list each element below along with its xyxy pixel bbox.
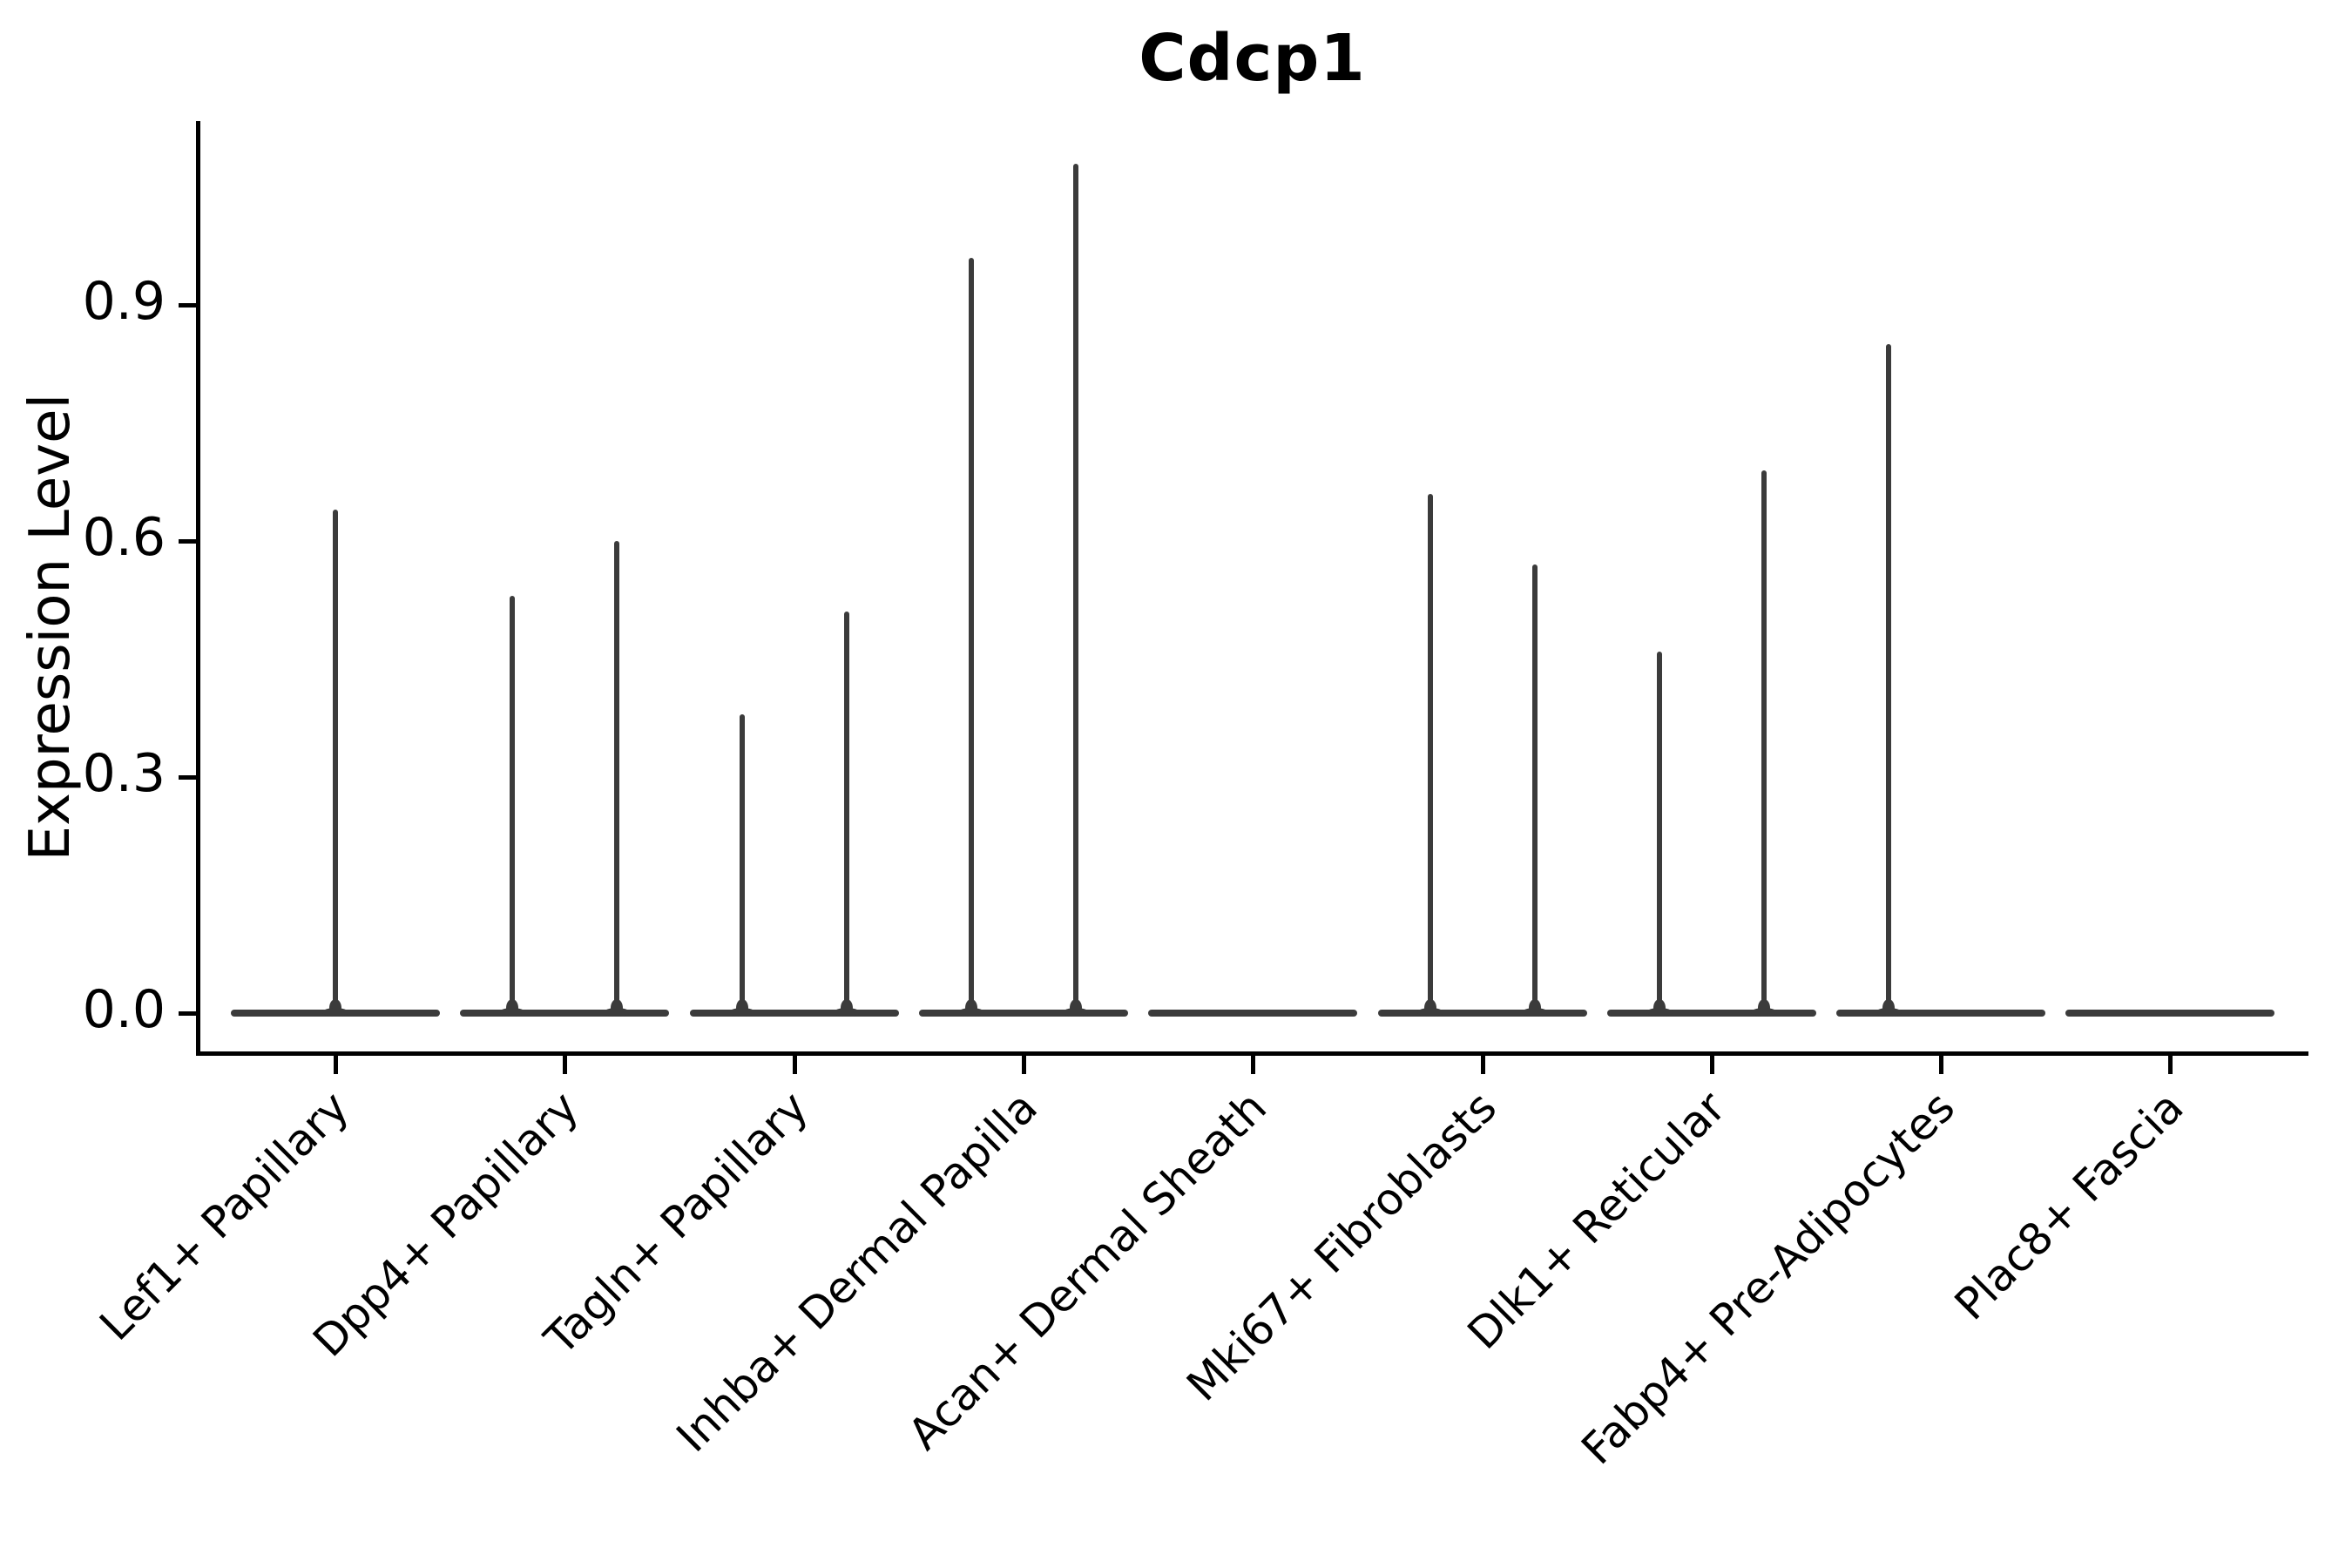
violin-base <box>1148 1010 1357 1017</box>
x-tick-label-text: Lef1+ Papillary <box>90 1081 359 1350</box>
violin-base <box>460 1010 669 1017</box>
y-tick-label: 0.0 <box>82 979 166 1040</box>
y-axis-spine <box>196 121 200 1056</box>
x-tick-mark <box>2168 1056 2173 1074</box>
x-tick-mark <box>1939 1056 1943 1074</box>
violin-spike <box>1073 164 1078 1016</box>
violin-spike <box>1657 652 1662 1016</box>
violin-base <box>919 1010 1128 1017</box>
x-tick-mark <box>1022 1056 1026 1074</box>
y-tick-mark <box>179 303 198 308</box>
violin-base <box>1378 1010 1587 1017</box>
violin-base <box>2065 1010 2274 1017</box>
x-axis-spine <box>196 1051 2308 1056</box>
x-tick-mark <box>793 1056 797 1074</box>
plot-title: Cdcp1 <box>1139 21 1366 96</box>
y-tick-label: 0.9 <box>82 271 166 332</box>
violin-spike <box>740 714 745 1016</box>
violin-spike <box>1886 344 1891 1016</box>
violin-spike <box>510 596 515 1016</box>
x-tick-mark <box>1481 1056 1485 1074</box>
violin-spike <box>1532 564 1538 1016</box>
violin-spike <box>614 541 619 1016</box>
violin-spike <box>1428 494 1433 1016</box>
violin-base <box>690 1010 899 1017</box>
violin-spike <box>844 612 849 1016</box>
x-tick-mark <box>334 1056 338 1074</box>
y-tick-label: 0.6 <box>82 507 166 568</box>
y-tick-label: 0.3 <box>82 743 166 804</box>
x-tick-label-text: Plac8+ Fascia <box>1945 1081 2193 1330</box>
y-tick-mark <box>179 775 198 780</box>
x-tick-mark <box>563 1056 567 1074</box>
y-tick-mark <box>179 1011 198 1016</box>
x-tick-mark <box>1710 1056 1714 1074</box>
x-tick-label-text: Fabp4+ Pre-Adipocytes <box>1571 1081 1964 1475</box>
violin-spike <box>333 510 338 1016</box>
y-tick-mark <box>179 539 198 544</box>
violin-base <box>1836 1010 2045 1017</box>
violin-spike <box>969 258 974 1016</box>
violin-base <box>1607 1010 1816 1017</box>
violin-spike <box>1761 470 1767 1016</box>
x-tick-mark <box>1251 1056 1255 1074</box>
